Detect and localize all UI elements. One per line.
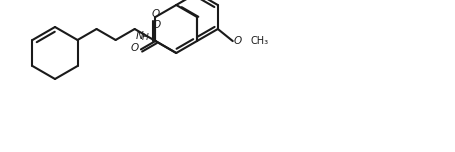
Text: N: N — [136, 31, 143, 41]
Text: H: H — [142, 33, 149, 43]
Text: O: O — [152, 20, 160, 30]
Text: CH₃: CH₃ — [250, 36, 268, 46]
Text: O: O — [151, 9, 159, 19]
Text: O: O — [131, 43, 139, 53]
Text: O: O — [233, 36, 241, 46]
